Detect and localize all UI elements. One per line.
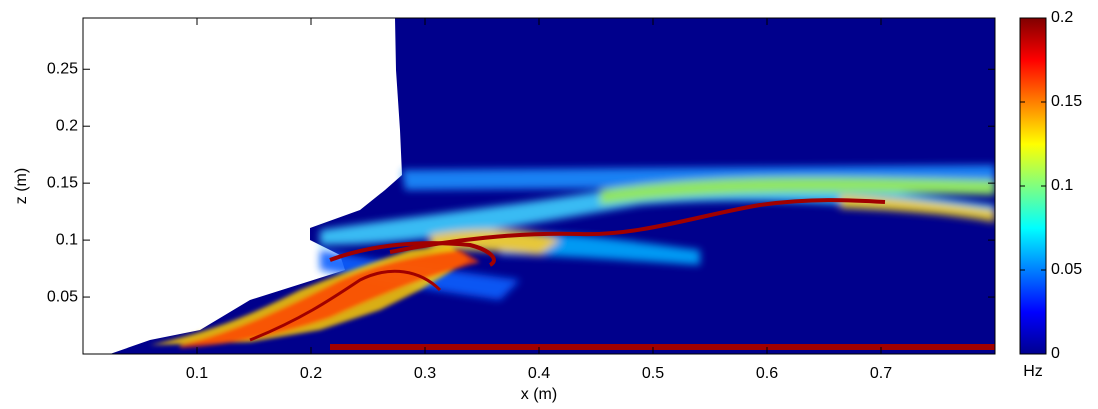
colorbar-label: Hz <box>1023 363 1043 380</box>
x-tick-label: 0.4 <box>528 365 550 382</box>
x-tick-label: 0.1 <box>186 365 208 382</box>
y-tick-label: 0.1 <box>56 231 78 248</box>
colorbar-tick-label: 0.2 <box>1051 9 1073 26</box>
colorbar-tick-label: 0 <box>1051 345 1060 362</box>
x-axis-label: x (m) <box>521 386 557 403</box>
x-tick-label: 0.5 <box>642 365 664 382</box>
colorbar-tick-label: 0.1 <box>1051 177 1073 194</box>
y-tick-label: 0.25 <box>47 60 78 77</box>
x-tick-label: 0.7 <box>870 365 892 382</box>
y-tick-label: 0.05 <box>47 288 78 305</box>
x-tick-label: 0.3 <box>414 365 436 382</box>
colorbar-tick-label: 0.15 <box>1051 93 1082 110</box>
field <box>110 18 995 354</box>
x-tick-label: 0.6 <box>756 365 778 382</box>
y-tick-label: 0.2 <box>56 117 78 134</box>
x-tick-label: 0.2 <box>300 365 322 382</box>
y-tick-label: 0.15 <box>47 174 78 191</box>
colorbar-tick-label: 0.05 <box>1051 261 1082 278</box>
y-axis-label: z (m) <box>13 168 30 204</box>
